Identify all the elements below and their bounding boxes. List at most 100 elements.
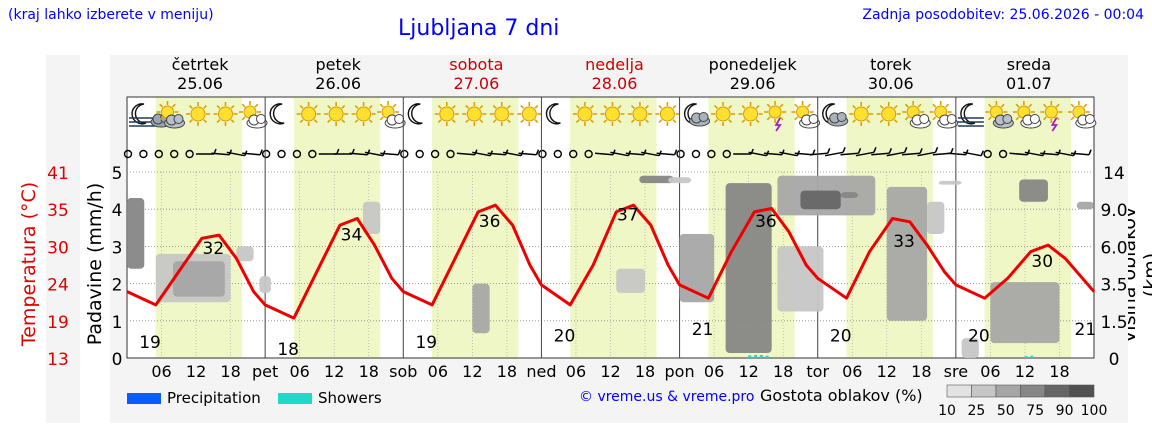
temperature-tick: 13 — [47, 350, 69, 370]
sunny-icon — [462, 102, 487, 126]
density-tick: 10 — [938, 403, 956, 419]
wind-calm-icon — [691, 149, 701, 159]
wind-calm-icon — [139, 149, 148, 159]
hour-tick-label: 12 — [1015, 362, 1035, 381]
wind-calm-icon — [415, 149, 424, 159]
legend-showers-label: Showers — [318, 389, 382, 407]
wind-calm-icon — [123, 149, 133, 159]
sunny-icon — [517, 102, 542, 126]
sunny-icon — [572, 102, 597, 126]
temperature-label: 19 — [139, 333, 161, 353]
cloud-height-tick: 0 — [1109, 350, 1120, 370]
temperature-label: 37 — [617, 206, 639, 226]
cloud-cover-block — [639, 175, 674, 184]
fog-moon-icon — [957, 103, 984, 127]
wind-calm-icon — [538, 149, 547, 159]
wind-calm-icon — [998, 149, 1008, 159]
density-swatch — [1044, 384, 1070, 398]
day-name-4: ponedeljek — [709, 55, 798, 74]
temperature-label: 20 — [968, 327, 990, 347]
temperature-label: 20 — [830, 327, 852, 347]
density-swatch — [1020, 384, 1046, 398]
density-tick: 90 — [1056, 403, 1074, 419]
hour-tick-label: 06 — [704, 362, 724, 381]
wind-calm-icon — [446, 149, 455, 159]
precipitation-bar — [1030, 355, 1034, 358]
wind-flag-icon — [380, 149, 402, 156]
daylight-band-0 — [155, 97, 243, 358]
sunny-icon — [849, 102, 874, 126]
hour-tick-label: 12 — [600, 362, 620, 381]
cloud-cover-block — [127, 198, 145, 269]
wind-breeze-icon — [318, 148, 340, 155]
precipitation-tick: 4 — [112, 201, 123, 221]
cloud-height-tick: 14 — [1103, 164, 1125, 184]
cloud-cover-block — [472, 283, 490, 334]
cloud-cover-block — [961, 338, 979, 358]
precipitation-tick: 5 — [112, 164, 123, 184]
wind-flag-icon — [902, 148, 923, 156]
hour-tick-label: 12 — [877, 362, 897, 381]
wind-calm-icon — [553, 149, 563, 159]
thunder-sun-icon — [1040, 101, 1063, 132]
temperature-tick: 35 — [47, 201, 69, 221]
wind-flag-icon — [871, 148, 893, 156]
wind-flag-icon — [963, 150, 984, 157]
precipitation-bar — [748, 355, 752, 358]
hour-tick-label: 06 — [842, 362, 862, 381]
temperature-label: 30 — [1031, 252, 1053, 272]
wind-flag-icon — [763, 149, 785, 156]
cloud-cover-block — [1019, 179, 1048, 202]
precipitation-tick: 0 — [112, 350, 123, 370]
wind-flag-icon — [211, 149, 233, 156]
day-date-1: 26.06 — [315, 74, 361, 93]
day-name-0: četrtek — [172, 55, 230, 74]
wind-flag-icon — [917, 147, 939, 157]
hour-tick-label: 12 — [186, 362, 206, 381]
density-swatch — [1069, 384, 1095, 398]
temperature-label: 34 — [341, 226, 363, 246]
hour-tick-label: 06 — [151, 362, 171, 381]
moon-icon — [545, 103, 561, 125]
cloud-height-tick: 6.0 — [1100, 238, 1127, 258]
wind-calm-icon — [676, 149, 685, 159]
daylight-band-3 — [570, 97, 657, 358]
cloud-cover-block — [725, 183, 772, 354]
day-date-2: 27.06 — [453, 74, 499, 93]
cloud-height-tick: 1.5 — [1100, 313, 1127, 333]
wind-flag-icon — [242, 149, 263, 156]
moon-icon — [269, 103, 285, 125]
sunny-icon — [711, 102, 736, 126]
legend-showers: Showers — [278, 389, 382, 407]
density-tick: 75 — [1026, 403, 1044, 419]
wind-calm-icon — [569, 149, 578, 159]
temperature-tick: 24 — [47, 276, 69, 296]
wind-calm-icon — [722, 149, 731, 159]
hour-tick-label: 18 — [773, 362, 793, 381]
cloud-moon-icon — [683, 103, 711, 127]
wind-flag-icon — [1070, 149, 1092, 156]
copyright-link[interactable]: © vreme.us & vreme.pro — [579, 389, 755, 405]
hour-tick-label: 12 — [462, 362, 482, 381]
wind-flag-icon — [855, 147, 877, 157]
cloud-cover-block — [990, 282, 1060, 344]
wind-flag-icon — [840, 148, 862, 156]
hour-tick-label: 18 — [911, 362, 931, 381]
day-date-0: 25.06 — [177, 74, 223, 93]
wind-flag-icon — [1040, 149, 1061, 156]
temperature-label: 36 — [479, 212, 501, 232]
sunny-icon — [876, 102, 901, 126]
wind-flag-icon — [947, 149, 969, 156]
sun-cloud-icon — [791, 101, 821, 129]
wind-flag-icon — [625, 149, 647, 156]
sun-cloud-icon — [377, 101, 406, 129]
sun-cloud-icon — [239, 101, 268, 129]
temperature-label: 36 — [755, 212, 777, 232]
cloud-cover-block — [886, 186, 928, 321]
day-date-4: 29.06 — [730, 74, 776, 93]
cloud-cover-block — [616, 268, 646, 293]
sun-cloud-icon — [929, 101, 959, 129]
temperature-label: 18 — [277, 340, 299, 360]
hour-tick-label: 18 — [635, 362, 655, 381]
